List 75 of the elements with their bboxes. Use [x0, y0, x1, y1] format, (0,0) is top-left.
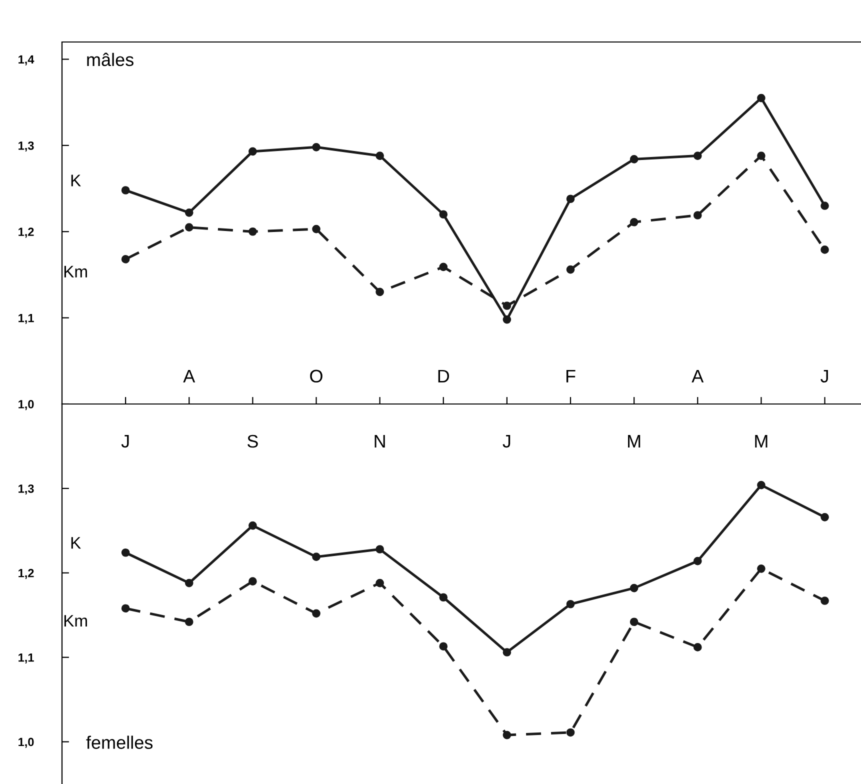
point: [121, 548, 130, 557]
point: [376, 545, 384, 554]
point: [312, 552, 320, 562]
x-tick-label: S: [247, 434, 258, 448]
point: [248, 577, 257, 586]
y-tick-label: 1,2: [18, 568, 34, 579]
point: [439, 262, 448, 272]
x-tick-label: O: [310, 370, 322, 383]
point: [248, 147, 257, 156]
point: [248, 227, 257, 236]
y-tick-label: 1,0: [18, 738, 34, 748]
point: [566, 600, 575, 608]
x-tick-label: A: [183, 370, 196, 382]
point: [630, 155, 638, 164]
x-tick-label: M: [755, 435, 768, 448]
point: [184, 618, 194, 626]
point: [184, 223, 194, 232]
point: [502, 315, 512, 324]
x-tick-label: N: [374, 435, 385, 448]
y-tick-label: 1,3: [18, 141, 34, 152]
y-tick-label: 1,0: [18, 400, 34, 410]
point: [121, 186, 130, 194]
point: [820, 246, 829, 254]
point: [757, 564, 766, 573]
point: [502, 302, 512, 310]
point: [121, 255, 130, 264]
text: Km: [64, 615, 87, 627]
point: [820, 202, 829, 210]
text: femelles: [86, 736, 153, 749]
point: [820, 596, 829, 605]
text: K: [71, 174, 81, 186]
point: [376, 152, 384, 160]
text: K: [71, 537, 81, 549]
y-tick-label: 1,1: [18, 653, 34, 664]
chart-title: mâles: [87, 52, 134, 66]
point: [820, 512, 829, 522]
point: [630, 584, 638, 592]
point: [248, 521, 257, 530]
point: [630, 618, 638, 626]
point: [502, 648, 512, 656]
point: [693, 211, 702, 220]
x-tick-label: D: [438, 370, 450, 382]
point: [376, 288, 384, 296]
point: [630, 218, 638, 226]
x-tick-label: A: [692, 370, 704, 382]
point: [693, 152, 702, 160]
x-tick-label: J: [502, 435, 510, 448]
point: [121, 604, 130, 613]
x-tick-label: J: [820, 370, 828, 383]
y-tick-label: 1,4: [18, 55, 34, 66]
point: [757, 152, 766, 160]
point: [757, 94, 766, 102]
point: [439, 642, 448, 651]
point: [312, 142, 320, 152]
x-tick-label: M: [628, 435, 640, 448]
point: [693, 643, 702, 652]
point: [566, 728, 575, 737]
point: [184, 208, 194, 217]
text: Km: [64, 266, 87, 278]
x-tick-label: F: [566, 370, 576, 382]
point: [184, 578, 194, 588]
point: [312, 609, 320, 618]
y-tick-label: 1,3: [18, 484, 34, 495]
x-tick-label: J: [121, 435, 129, 448]
point: [502, 730, 512, 740]
point: [566, 194, 575, 204]
point: [312, 224, 320, 234]
point: [757, 480, 766, 490]
point: [693, 556, 702, 566]
point: [376, 578, 384, 588]
point: [439, 210, 448, 219]
y-tick-label: 1,2: [18, 228, 34, 238]
point: [439, 593, 448, 602]
point: [566, 265, 575, 274]
y-tick-label: 1,1: [18, 314, 34, 324]
